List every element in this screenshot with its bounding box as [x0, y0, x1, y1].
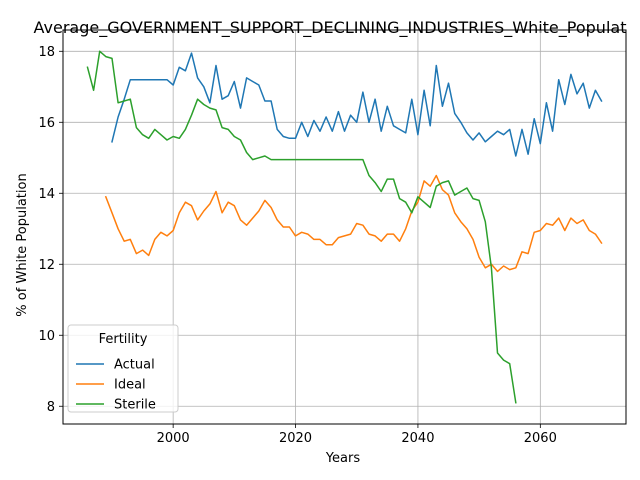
- plot-frame: [62, 29, 627, 425]
- series-line-actual: [111, 52, 603, 157]
- series-line-ideal: [104, 174, 603, 273]
- x-tick-label: 2020: [279, 431, 312, 446]
- x-tick-label: 2040: [401, 431, 434, 446]
- y-axis-title: % of White Population: [15, 173, 30, 316]
- series-line-sterile: [86, 50, 517, 404]
- legend-label-ideal: Ideal: [114, 378, 146, 393]
- grid-lines: [63, 30, 626, 424]
- y-tick-label: 18: [38, 45, 55, 60]
- legend-title: Fertility: [99, 332, 148, 347]
- x-axis-title: Years: [325, 451, 361, 466]
- legend-label-sterile: Sterile: [114, 398, 156, 413]
- x-tick-label: 2060: [524, 431, 557, 446]
- y-axis-ticks: 8 10 12 14 16 18: [38, 45, 63, 415]
- x-tick-label: 2000: [157, 431, 190, 446]
- legend: Fertility Actual Ideal Sterile: [67, 324, 179, 413]
- y-tick-label: 8: [47, 400, 55, 415]
- legend-box: [67, 324, 179, 413]
- chart-title: Average_GOVERNMENT_SUPPORT_DECLINING_IND…: [34, 18, 627, 38]
- y-tick-label: 16: [38, 116, 55, 131]
- legend-label-actual: Actual: [114, 358, 155, 373]
- y-tick-label: 14: [38, 187, 55, 202]
- legend-entries: Actual Ideal Sterile: [76, 358, 156, 413]
- y-tick-label: 12: [38, 258, 55, 273]
- series-lines: [86, 50, 603, 404]
- y-tick-label: 10: [38, 329, 55, 344]
- x-axis-ticks: 2000 2020 2040 2060: [157, 424, 557, 446]
